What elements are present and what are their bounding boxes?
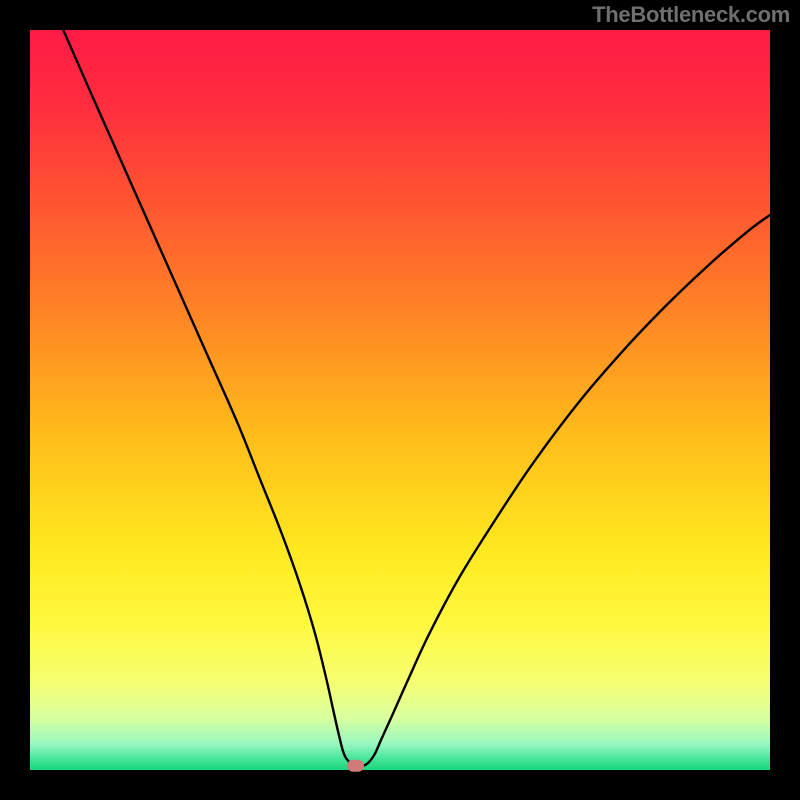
gradient-background — [30, 30, 770, 770]
chart-canvas: TheBottleneck.com — [0, 0, 800, 800]
plot-area — [30, 30, 770, 770]
optimum-marker — [347, 759, 365, 772]
watermark-text: TheBottleneck.com — [592, 2, 790, 28]
plot-svg — [30, 30, 770, 770]
